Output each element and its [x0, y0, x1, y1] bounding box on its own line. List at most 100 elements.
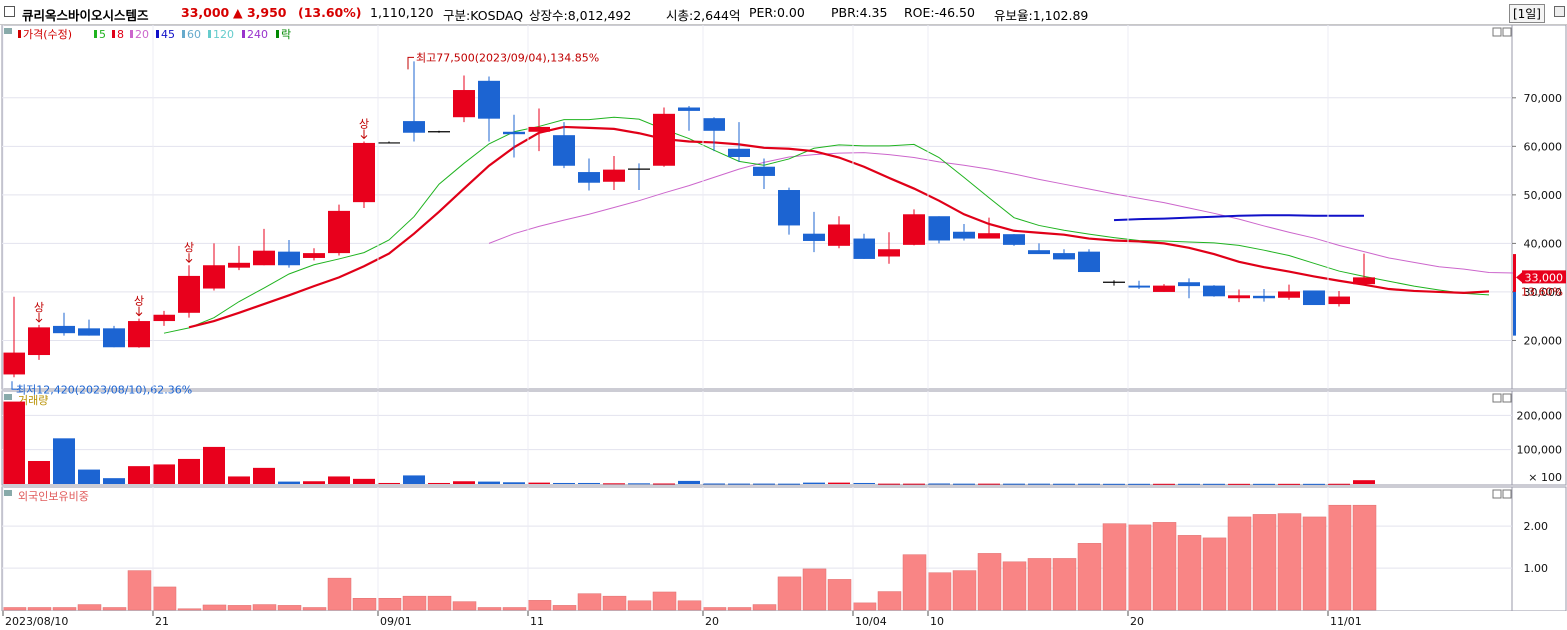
volume-bar [103, 478, 125, 484]
foreign-bar [1252, 514, 1277, 611]
candle-body [1028, 250, 1050, 255]
foreign-bar [52, 607, 77, 611]
market-type: 구분:KOSDAQ [443, 8, 524, 23]
candle-body [1053, 253, 1075, 260]
foreign-bar [202, 604, 227, 611]
price-change-pct: (13.60%) [298, 5, 362, 20]
date-label: 10/04 [855, 615, 887, 628]
period-selector[interactable]: [1일] [1508, 4, 1545, 23]
high-annotation: 최고77,500(2023/09/04),134.85% [416, 51, 599, 64]
volume-bar [1178, 483, 1200, 485]
header-checkbox[interactable] [4, 6, 15, 17]
foreign-bar [1202, 537, 1227, 611]
volume-bar [403, 475, 425, 484]
foreign-bar [702, 607, 727, 611]
candle-body [103, 328, 125, 348]
foreign-bar [802, 568, 827, 611]
foreign-bar [777, 576, 802, 611]
price-change: ▲ 3,950 [233, 5, 287, 20]
limit-up-label: 상 [359, 117, 369, 130]
foreign-bar [427, 595, 452, 611]
current-price-box [1522, 270, 1566, 284]
candle-body [3, 352, 25, 375]
foreign-bar [1177, 535, 1202, 611]
candle-body [453, 90, 475, 118]
volume-bar [728, 483, 750, 485]
volume-bar [28, 460, 50, 484]
foreign-bar [752, 604, 777, 611]
date-label: 20 [705, 615, 719, 628]
legend-item: 8 [117, 28, 124, 41]
foreign-bar [327, 577, 352, 611]
volume-bar [1278, 483, 1300, 485]
candle-body [253, 250, 275, 266]
candle-body [1153, 285, 1175, 292]
foreign-bar [252, 604, 277, 611]
volume-bar [1128, 483, 1150, 485]
volume-bar [978, 483, 1000, 485]
candle-body [978, 233, 1000, 239]
price-tick-label: 60,000 [1524, 140, 1563, 153]
candle-body [528, 126, 550, 132]
foreign-bar [1102, 523, 1127, 611]
candle-body [703, 118, 725, 131]
volume-bar [1053, 483, 1075, 485]
candle-body [478, 80, 500, 119]
foreign-bar [977, 553, 1002, 611]
legend-item: 5 [99, 28, 106, 41]
volume-title: 거래량 [18, 394, 48, 407]
foreign-bar [227, 605, 252, 611]
limit-up-arrow [360, 129, 368, 140]
candle-body [653, 113, 675, 166]
foreign-bar [627, 600, 652, 611]
volume-bar [903, 483, 925, 485]
volume-bar [778, 483, 800, 485]
candle-body [1253, 295, 1275, 299]
foreign-bar [27, 607, 52, 611]
date-label: 10 [930, 615, 944, 628]
foreign-bar [902, 554, 927, 611]
volume-panel-axis [1511, 390, 1567, 486]
volume-bar [478, 481, 500, 484]
foreign-bar [1002, 561, 1027, 611]
volume-bar [953, 483, 975, 485]
volume-bar [928, 483, 950, 485]
candle-body [178, 275, 200, 313]
foreign-tick-label: 1.00 [1524, 562, 1549, 575]
current-price-label: 33,000 [1525, 271, 1564, 284]
volume-bar [53, 438, 75, 484]
foreign-bar [1077, 543, 1102, 611]
candle-body [1078, 251, 1100, 273]
window-buttons[interactable] [1553, 6, 1565, 20]
candle-body [128, 321, 150, 348]
stock-chart[interactable]: 20,000 30,000 40,000 50,000 60,000 70,000 가격(수… [0, 25, 1567, 630]
foreign-bar [1052, 558, 1077, 611]
foreign-bar [1027, 558, 1052, 611]
stock-header-bar: 큐리옥스바이오시스템즈 33,000 ▲ 3,950 (13.60%) 1,11… [0, 0, 1567, 25]
candle-body [1278, 291, 1300, 298]
limit-up-label: 상 [134, 295, 144, 308]
volume-bar [553, 482, 575, 484]
volume-bar [178, 458, 200, 484]
foreign-bar [127, 570, 152, 611]
candle-body [928, 216, 950, 241]
price-tick-label: 20,000 [1524, 334, 1563, 347]
volume-bar [628, 483, 650, 485]
volume-bar [203, 446, 225, 484]
ma5-line [163, 116, 1490, 334]
foreign-bar [877, 591, 902, 611]
date-label: 20 [1130, 615, 1144, 628]
volume-tick-label: 100,000 [1517, 444, 1563, 457]
legend-swatch [94, 30, 97, 38]
date-label: 11 [530, 615, 544, 628]
volume-bar [603, 483, 625, 485]
volume-bar [528, 482, 550, 484]
listed-shares: 상장수:8,012,492 [529, 8, 632, 23]
legend-swatch [156, 30, 159, 38]
restore-icon[interactable] [1554, 6, 1565, 17]
legend-swatch [18, 30, 21, 38]
candle-body [953, 231, 975, 239]
legend-item: 락 [281, 28, 291, 41]
candle-body [328, 210, 350, 254]
legend-item: 120 [213, 28, 234, 41]
